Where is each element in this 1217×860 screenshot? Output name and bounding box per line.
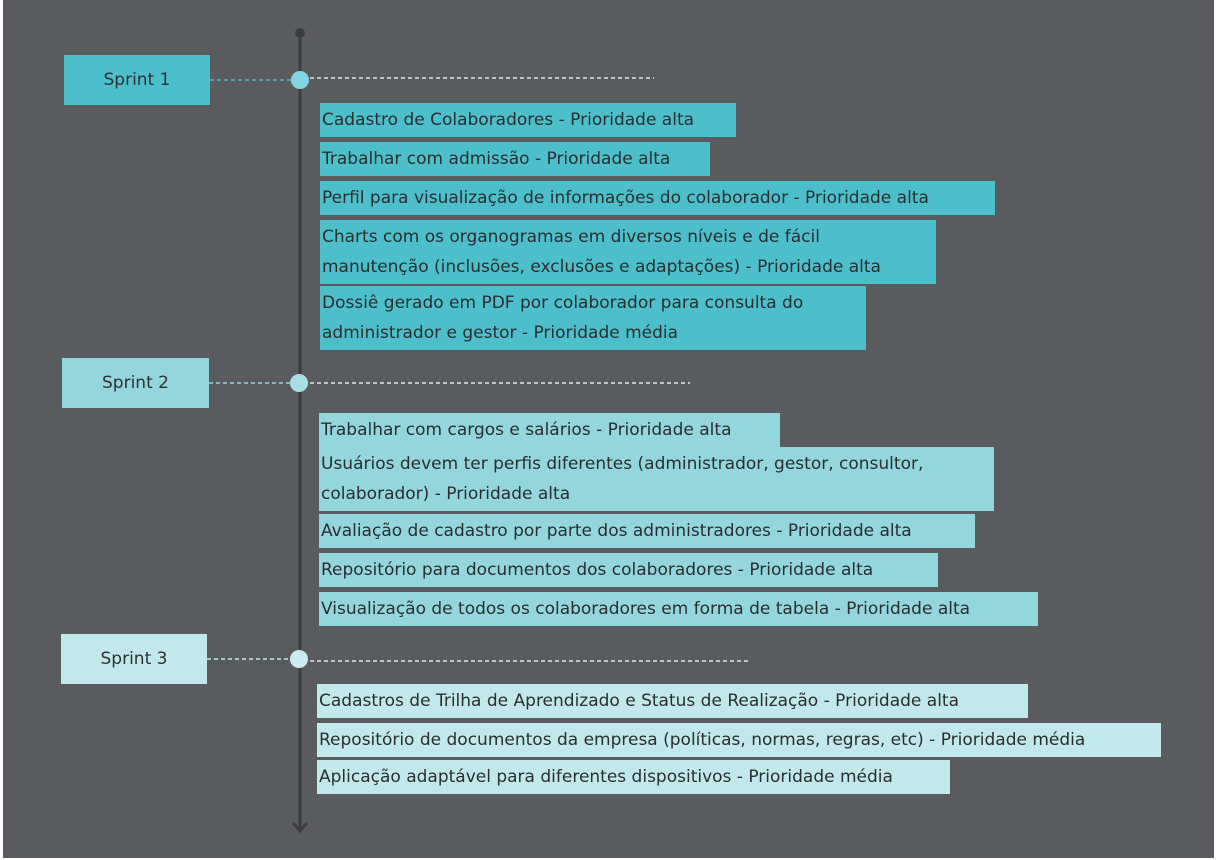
- sprint-3-label: Sprint 3: [61, 634, 207, 684]
- timeline-start-marker: [295, 28, 305, 38]
- sprint-2-item: Visualização de todos os colaboradores e…: [319, 592, 1038, 626]
- timeline-end-arrow-icon: [291, 822, 309, 834]
- sprint-1-item: Cadastro de Colaboradores - Prioridade a…: [320, 103, 736, 137]
- sprint-3-item: Cadastros de Trilha de Aprendizado e Sta…: [317, 684, 1028, 718]
- sprint-1-label: Sprint 1: [64, 55, 210, 105]
- sprint-3-item: Repositório de documentos da empresa (po…: [317, 723, 1161, 757]
- sprint-1-item: Trabalhar com admissão - Prioridade alta: [320, 142, 710, 176]
- sprint-3-item: Aplicação adaptável para diferentes disp…: [317, 760, 950, 794]
- sprint-2-item: Trabalhar com cargos e salários - Priori…: [319, 413, 780, 447]
- sprint-2-dot: [290, 374, 308, 392]
- sprint-2-item: Usuários devem ter perfis diferentes (ad…: [319, 447, 994, 511]
- sprint-2-label: Sprint 2: [62, 358, 209, 408]
- sprint-1-dot: [291, 71, 309, 89]
- sprint-1-item: Charts com os organogramas em diversos n…: [320, 220, 936, 284]
- sprint-2-item: Avaliação de cadastro por parte dos admi…: [319, 514, 975, 548]
- sprint-1-item: Dossiê gerado em PDF por colaborador par…: [320, 286, 866, 350]
- sprint-2-item: Repositório para documentos dos colabora…: [319, 553, 938, 587]
- sprint-1-item: Perfil para visualização de informações …: [320, 181, 995, 215]
- sprint-3-dot: [290, 650, 308, 668]
